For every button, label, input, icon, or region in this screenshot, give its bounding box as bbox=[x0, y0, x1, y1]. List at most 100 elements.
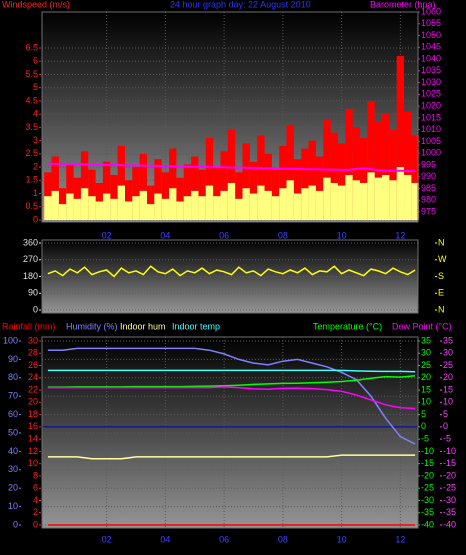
y4-tick-label: 25 bbox=[443, 360, 453, 370]
wind-bar bbox=[95, 201, 103, 220]
y2-tick-label: N bbox=[438, 237, 445, 247]
wind-bar bbox=[139, 153, 148, 220]
wind-bar bbox=[293, 159, 302, 220]
y-tick-label: 80 bbox=[8, 372, 18, 382]
y4-tick-label: 5 bbox=[443, 409, 448, 419]
y2-tick-label: E bbox=[438, 288, 444, 298]
wind-bar bbox=[169, 188, 177, 220]
wind-bar bbox=[337, 185, 346, 220]
y2-tick-label: 0 bbox=[421, 421, 426, 431]
y2-tick-label: -40 bbox=[421, 519, 434, 529]
plot-frame bbox=[41, 336, 419, 529]
wind-bar bbox=[154, 193, 162, 220]
y3-tick-label: 30 bbox=[28, 335, 38, 345]
wind-bar bbox=[249, 161, 258, 220]
wind-bar bbox=[264, 190, 272, 220]
y3-tick-label: 24 bbox=[28, 372, 38, 382]
climate-plot-area bbox=[42, 337, 418, 528]
wind-bar bbox=[242, 188, 250, 220]
wind-bar bbox=[132, 167, 140, 220]
wind-bar bbox=[352, 127, 360, 220]
x-tick-label: 12 bbox=[395, 230, 405, 240]
y2-tick-label: 1055 bbox=[421, 18, 441, 28]
legend-entry: Indoor temp bbox=[172, 321, 220, 331]
direction-plot-area bbox=[42, 240, 418, 313]
y2-tick-label: -35 bbox=[421, 507, 434, 517]
wind-bar bbox=[382, 114, 390, 220]
y-tick-label: 90 bbox=[28, 288, 38, 298]
wind-bar bbox=[352, 180, 360, 220]
wind-bar bbox=[323, 177, 331, 220]
y4-tick-label: -20 bbox=[443, 470, 456, 480]
y4-tick-label: 0 bbox=[443, 421, 448, 431]
y-tick-label: 0 bbox=[33, 304, 38, 314]
y-tick-label: 270 bbox=[23, 254, 38, 264]
wind-bar bbox=[117, 185, 125, 220]
y2-tick-label: 15 bbox=[421, 384, 431, 394]
wind-bar bbox=[161, 172, 170, 220]
wind-bar bbox=[213, 167, 221, 220]
y2-tick-label: -5 bbox=[421, 434, 429, 444]
y-tick-label: 90 bbox=[8, 354, 18, 364]
y-tick-label: 30 bbox=[8, 464, 18, 474]
wind-bar bbox=[367, 100, 375, 220]
x-tick-label: 10 bbox=[337, 230, 347, 240]
y2-tick-label: -15 bbox=[421, 458, 434, 468]
x-tick-label: 06 bbox=[219, 534, 229, 544]
y-tick-label: 40 bbox=[8, 446, 18, 456]
wind-bar bbox=[286, 180, 294, 220]
wind-bar bbox=[396, 55, 405, 220]
wind-bar bbox=[264, 153, 272, 220]
wind-bar bbox=[88, 196, 96, 220]
y-tick-label: 0 bbox=[33, 214, 38, 224]
y4-tick-label: 20 bbox=[443, 372, 453, 382]
x-tick-label: 08 bbox=[278, 230, 288, 240]
series-line bbox=[47, 386, 416, 410]
wind-bar bbox=[169, 148, 177, 220]
wind-bar bbox=[80, 151, 89, 220]
y4-tick-label: 35 bbox=[443, 335, 453, 345]
x-tick-label: 04 bbox=[160, 230, 170, 240]
x-tick-label: 02 bbox=[102, 230, 112, 240]
y3-tick-label: 28 bbox=[28, 348, 38, 358]
y-tick-label: 5 bbox=[33, 82, 38, 92]
y4-tick-label: -40 bbox=[443, 519, 456, 529]
wind-bar bbox=[213, 196, 221, 220]
wind-bar bbox=[389, 130, 397, 220]
wind-bar bbox=[235, 172, 243, 220]
legend-entry: Humidity (%) bbox=[66, 321, 118, 331]
y2-tick-label: W bbox=[438, 254, 447, 264]
wind-bar bbox=[191, 190, 199, 220]
y4-tick-label: -25 bbox=[443, 483, 456, 493]
wind-bar bbox=[183, 196, 192, 220]
wind-bar bbox=[73, 198, 81, 220]
wind-bar bbox=[271, 196, 280, 220]
wind-bar bbox=[66, 193, 74, 220]
wind-bar bbox=[176, 201, 184, 220]
y2-tick-label: 995 bbox=[421, 159, 436, 169]
y2-tick-label: 5 bbox=[421, 409, 426, 419]
y-tick-label: 0 bbox=[13, 519, 18, 529]
wind-bar bbox=[279, 188, 287, 220]
y4-tick-label: -5 bbox=[443, 434, 451, 444]
wind-bar bbox=[139, 190, 148, 220]
wind-bar bbox=[110, 198, 118, 220]
y2-tick-label: 25 bbox=[421, 360, 431, 370]
y3-tick-label: 22 bbox=[28, 384, 38, 394]
y2-tick-label: 20 bbox=[421, 372, 431, 382]
y-tick-label: 100 bbox=[3, 335, 18, 345]
series-line bbox=[47, 162, 416, 173]
y-tick-label: 6.5 bbox=[25, 42, 38, 52]
wind-bar bbox=[301, 148, 309, 220]
wind-bar bbox=[88, 169, 96, 220]
wind-bar bbox=[198, 169, 206, 220]
y4-tick-label: 15 bbox=[443, 384, 453, 394]
y-tick-label: 70 bbox=[8, 391, 18, 401]
wind-bar bbox=[345, 108, 353, 220]
wind-bar bbox=[147, 185, 155, 220]
wind-bar bbox=[330, 182, 338, 220]
wind-bar bbox=[301, 188, 309, 220]
legend-entry: Dew Point (°C) bbox=[392, 321, 452, 331]
